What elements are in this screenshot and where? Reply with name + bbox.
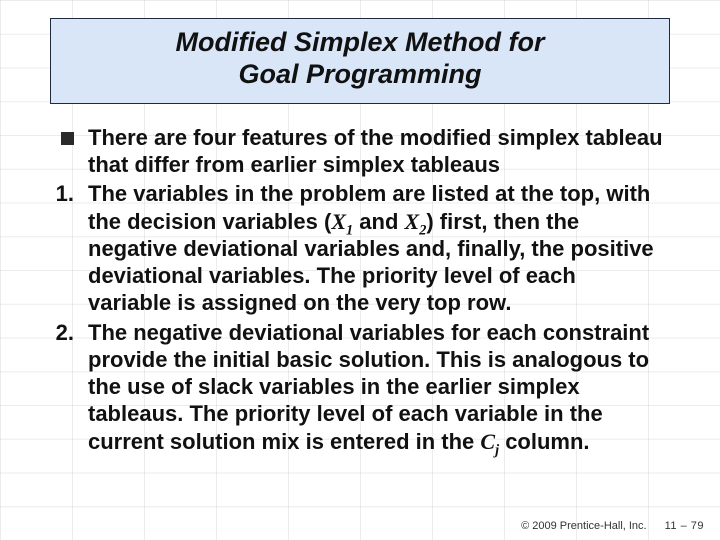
- cj-letter: C: [480, 429, 495, 454]
- footer: © 2009 Prentice-Hall, Inc. 11 – 79: [521, 520, 704, 532]
- square-bullet-icon: [44, 124, 88, 151]
- var-cj: Cj: [480, 429, 499, 454]
- bullet-intro: There are four features of the modified …: [44, 124, 664, 179]
- x2-letter: X: [405, 209, 420, 234]
- number-marker-1: 1.: [44, 180, 88, 207]
- copyright-text: © 2009 Prentice-Hall, Inc.: [521, 520, 647, 532]
- b1-and: and: [353, 209, 404, 234]
- bullet-one-text: The variables in the problem are listed …: [88, 180, 664, 316]
- title-line-2: Goal Programming: [238, 59, 481, 89]
- x1-letter: X: [331, 209, 346, 234]
- slide-title: Modified Simplex Method for Goal Program…: [65, 27, 655, 91]
- b2-post: column.: [499, 429, 589, 454]
- bullet-two: 2. The negative deviational variables fo…: [44, 319, 664, 455]
- page-number: 11 – 79: [665, 520, 704, 532]
- intro-text: There are four features of the modified …: [88, 124, 664, 179]
- slide: Modified Simplex Method for Goal Program…: [0, 0, 720, 540]
- bullet-two-text: The negative deviational variables for e…: [88, 319, 664, 455]
- bullet-one: 1. The variables in the problem are list…: [44, 180, 664, 316]
- title-box: Modified Simplex Method for Goal Program…: [50, 18, 670, 104]
- var-x1: X1: [331, 209, 353, 234]
- content-area: There are four features of the modified …: [44, 124, 676, 455]
- title-line-1: Modified Simplex Method for: [176, 27, 545, 57]
- number-marker-2: 2.: [44, 319, 88, 346]
- var-x2: X2: [405, 209, 427, 234]
